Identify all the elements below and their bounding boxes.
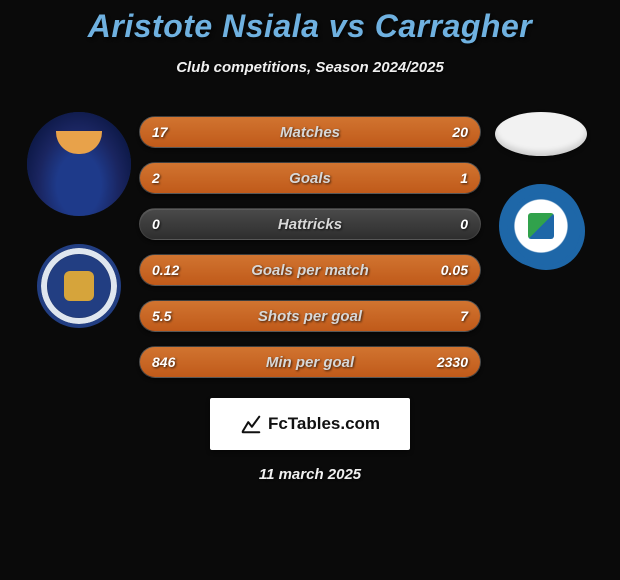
stats-column: 17 Matches 20 2 Goals 1 0 Hattricks 0 0.12 Goals p…: [139, 104, 481, 378]
stat-label: Shots per goal: [258, 308, 362, 325]
stat-value-left: 846: [152, 354, 175, 370]
stat-label: Hattricks: [278, 216, 342, 233]
subtitle: Club competitions, Season 2024/2025: [0, 59, 620, 76]
stat-row: 2 Goals 1: [139, 162, 481, 194]
stat-value-left: 17: [152, 124, 168, 140]
stat-label: Matches: [280, 124, 340, 141]
stat-value-right: 0: [460, 216, 468, 232]
stat-value-right: 0.05: [441, 262, 468, 278]
stat-row: 0 Hattricks 0: [139, 208, 481, 240]
stat-label: Goals per match: [251, 262, 369, 279]
stat-value-left: 2: [152, 170, 160, 186]
shrewsbury-town-logo: [37, 244, 121, 328]
player-avatar-nsiala: [27, 112, 131, 216]
stat-value-left: 0.12: [152, 262, 179, 278]
stat-value-right: 1: [460, 170, 468, 186]
stat-row: 5.5 Shots per goal 7: [139, 300, 481, 332]
stat-row: 0.12 Goals per match 0.05: [139, 254, 481, 286]
jersey-graphic: [27, 112, 131, 216]
player-avatar-carragher: [495, 112, 587, 156]
brand-badge[interactable]: FcTables.com: [210, 398, 410, 450]
wigan-athletic-logo: [499, 184, 583, 268]
page-title: Aristote Nsiala vs Carragher: [0, 8, 620, 45]
stat-row: 17 Matches 20: [139, 116, 481, 148]
chart-icon: [240, 413, 262, 435]
comparison-card: Aristote Nsiala vs Carragher Club compet…: [0, 0, 620, 580]
stat-value-right: 2330: [437, 354, 468, 370]
stat-value-left: 0: [152, 216, 160, 232]
stat-label: Min per goal: [266, 354, 354, 371]
stat-value-left: 5.5: [152, 308, 171, 324]
stat-value-right: 20: [452, 124, 468, 140]
date-text: 11 march 2025: [0, 466, 620, 483]
right-column: [481, 104, 601, 268]
stat-label: Goals: [289, 170, 331, 187]
brand-text: FcTables.com: [268, 414, 380, 434]
stat-row: 846 Min per goal 2330: [139, 346, 481, 378]
stat-value-right: 7: [460, 308, 468, 324]
body-row: 17 Matches 20 2 Goals 1 0 Hattricks 0 0.12 Goals p…: [0, 104, 620, 378]
bar-fill-left: [140, 163, 368, 193]
left-column: [19, 104, 139, 328]
